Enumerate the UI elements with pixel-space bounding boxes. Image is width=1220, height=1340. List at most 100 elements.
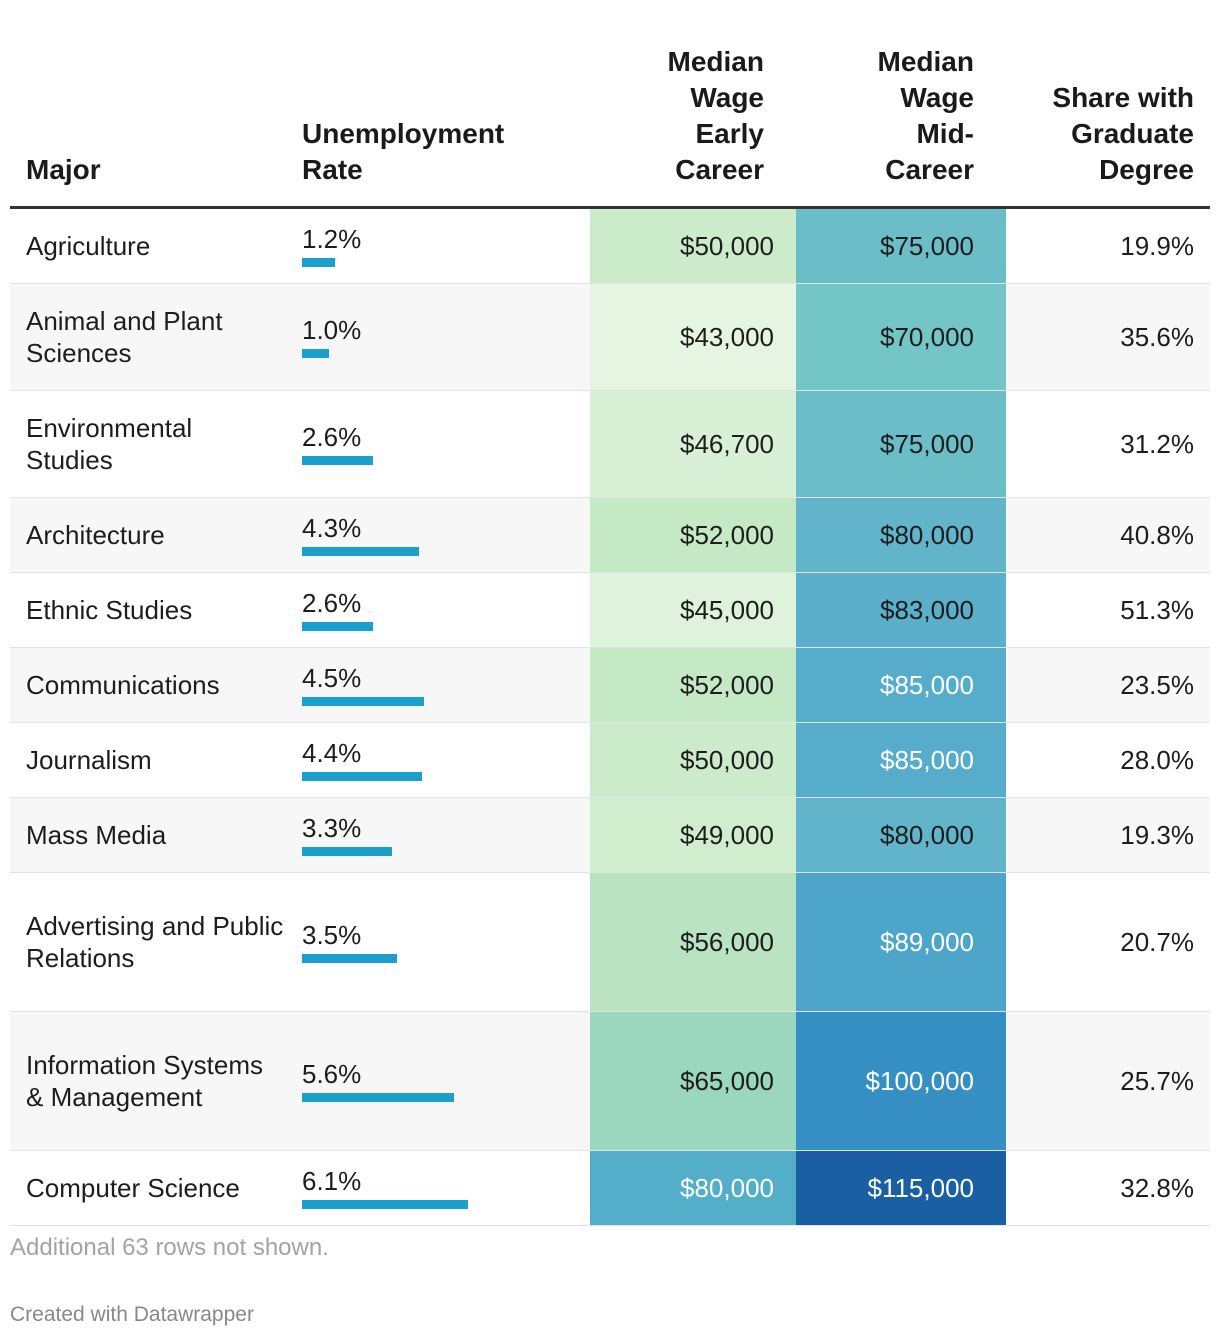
cell-median-wage-mid: $70,000 [796,284,1006,390]
header-line: Degree [1099,154,1194,185]
header-line: Early [695,118,765,149]
cell-major: Mass Media [26,820,167,850]
cell-median-wage-early: $43,000 [590,284,796,390]
cell-share-graduate: 19.9% [1120,230,1194,261]
cell-major: Animal and Plant Sciences [26,306,223,368]
header-line: Graduate [1071,118,1194,149]
header-major[interactable]: Major [26,152,101,188]
header-line: Median [667,46,764,77]
cell-share-graduate: 31.2% [1120,428,1194,459]
credit-line[interactable]: Created with Datawrapper [10,1303,254,1326]
cell-unemployment: 4.4% [302,723,582,797]
unemployment-bar [302,696,424,706]
table-row: Information Systems & Management 5.6% $65,… [10,1012,1210,1151]
cell-median-wage-mid: $75,000 [796,209,1006,283]
header-median-wage-mid-career[interactable]: Median Wage Mid- Career [794,44,974,188]
data-table: Major Unemployment Rate Median Wage Early Ca… [10,0,1210,1226]
table-row: Communications 4.5% $52,000 $85,000 23.5% [10,648,1210,723]
table-header: Major Unemployment Rate Median Wage Early Ca… [10,0,1210,209]
unemployment-label: 2.6% [302,421,362,452]
table-row: Advertising and Public Relations 3.5% $56,… [10,873,1210,1012]
cell-share-graduate: 23.5% [1120,669,1194,700]
table-row: Mass Media 3.3% $49,000 $80,000 19.3% [10,798,1210,873]
unemployment-label: 1.2% [302,223,362,254]
unemployment-bar [302,1199,468,1209]
table-body: Agriculture 1.2% $50,000 $75,000 19.9% Animal… [10,209,1210,1226]
cell-unemployment: 6.1% [302,1151,582,1225]
cell-major: Journalism [26,745,152,775]
cell-unemployment: 1.0% [302,284,582,390]
cell-share-graduate: 40.8% [1120,519,1194,550]
header-share-graduate-degree[interactable]: Share with Graduate Degree [994,80,1194,188]
cell-median-wage-mid: $83,000 [796,573,1006,647]
header-unemployment-rate[interactable]: Unemployment Rate [302,116,504,188]
cell-share-graduate: 20.7% [1120,926,1194,957]
cell-median-wage-early: $50,000 [590,723,796,797]
cell-major: Environmental Studies [26,413,193,475]
header-line: Career [885,154,974,185]
cell-unemployment: 3.5% [302,873,582,1011]
header-line: Mid- [916,118,974,149]
cell-median-wage-early: $45,000 [590,573,796,647]
unemployment-label: 3.5% [302,919,362,950]
cell-major: Architecture [26,520,165,550]
cell-median-wage-early: $52,000 [590,648,796,722]
cell-median-wage-mid: $80,000 [796,498,1006,572]
cell-share-graduate: 35.6% [1120,321,1194,352]
table-row: Journalism 4.4% $50,000 $85,000 28.0% [10,723,1210,798]
cell-median-wage-mid: $100,000 [796,1012,1006,1150]
cell-median-wage-early: $46,700 [590,391,796,497]
cell-major: Information Systems & Management [26,1050,263,1112]
cell-major: Agriculture [26,231,151,261]
unemployment-bar [302,257,335,267]
table-row: Ethnic Studies 2.6% $45,000 $83,000 51.3% [10,573,1210,648]
table-row: Environmental Studies 2.6% $46,700 $75,000 3… [10,391,1210,498]
cell-unemployment: 1.2% [302,209,582,283]
unemployment-label: 2.6% [302,587,362,618]
cell-median-wage-early: $52,000 [590,498,796,572]
header-line: Major [26,154,101,185]
cell-share-graduate: 32.8% [1120,1172,1194,1203]
unemployment-label: 4.3% [302,512,362,543]
cell-median-wage-mid: $80,000 [796,798,1006,872]
header-line: Median [877,46,974,77]
cell-share-graduate: 19.3% [1120,819,1194,850]
unemployment-bar [302,846,392,856]
cell-major: Computer Science [26,1173,240,1203]
cell-unemployment: 2.6% [302,391,582,497]
cell-unemployment: 4.3% [302,498,582,572]
unemployment-label: 5.6% [302,1058,362,1089]
cell-median-wage-early: $80,000 [590,1151,796,1225]
table-row: Animal and Plant Sciences 1.0% $43,000 $70,… [10,284,1210,391]
cell-median-wage-mid: $85,000 [796,648,1006,722]
unemployment-bar [302,621,373,631]
cell-median-wage-early: $56,000 [590,873,796,1011]
unemployment-label: 4.5% [302,662,362,693]
cell-share-graduate: 28.0% [1120,744,1194,775]
table-row: Agriculture 1.2% $50,000 $75,000 19.9% [10,209,1210,284]
cell-median-wage-early: $49,000 [590,798,796,872]
unemployment-label: 3.3% [302,812,362,843]
table-row: Architecture 4.3% $52,000 $80,000 40.8% [10,498,1210,573]
header-line: Wage [690,82,764,113]
header-line: Share with [1052,82,1194,113]
cell-share-graduate: 51.3% [1120,594,1194,625]
header-median-wage-early-career[interactable]: Median Wage Early Career [584,44,764,188]
header-line: Wage [900,82,974,113]
cell-median-wage-mid: $85,000 [796,723,1006,797]
footnote: Additional 63 rows not shown. [10,1234,329,1261]
header-line: Rate [302,154,363,185]
cell-median-wage-mid: $89,000 [796,873,1006,1011]
cell-unemployment: 2.6% [302,573,582,647]
cell-unemployment: 5.6% [302,1012,582,1150]
unemployment-bar [302,546,419,556]
unemployment-bar [302,771,422,781]
unemployment-bar [302,1092,454,1102]
cell-unemployment: 3.3% [302,798,582,872]
cell-major: Ethnic Studies [26,595,193,625]
unemployment-label: 4.4% [302,737,362,768]
table-row: Computer Science 6.1% $80,000 $115,000 32.8% [10,1151,1210,1226]
header-line: Career [675,154,764,185]
header-line: Unemployment [302,118,505,149]
unemployment-bar [302,455,373,465]
